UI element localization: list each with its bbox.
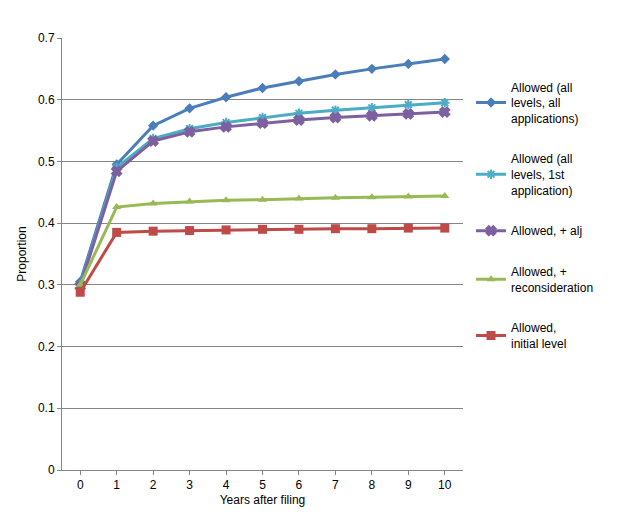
svg-text:9: 9 <box>405 478 412 492</box>
svg-text:Proportion: Proportion <box>15 226 29 281</box>
svg-text:Allowed,initial level: Allowed,initial level <box>511 321 566 351</box>
svg-text:6: 6 <box>296 478 303 492</box>
svg-text:0.2: 0.2 <box>38 340 55 354</box>
svg-text:0: 0 <box>48 463 55 477</box>
svg-text:Allowed (alllevels, allapplica: Allowed (alllevels, allapplications) <box>511 81 578 126</box>
svg-text:3: 3 <box>186 478 193 492</box>
svg-text:Allowed, + alj: Allowed, + alj <box>511 224 582 238</box>
svg-text:0.5: 0.5 <box>38 155 55 169</box>
svg-text:0.1: 0.1 <box>38 401 55 415</box>
svg-text:10: 10 <box>438 478 452 492</box>
svg-text:4: 4 <box>223 478 230 492</box>
svg-text:Allowed (alllevels, 1stapplica: Allowed (alllevels, 1stapplication) <box>511 152 572 197</box>
svg-text:0.3: 0.3 <box>38 278 55 292</box>
svg-text:0.7: 0.7 <box>38 31 55 45</box>
svg-text:5: 5 <box>259 478 266 492</box>
svg-text:7: 7 <box>332 478 339 492</box>
svg-text:0: 0 <box>77 478 84 492</box>
svg-text:1: 1 <box>113 478 120 492</box>
svg-text:Allowed, +reconsideration: Allowed, +reconsideration <box>511 265 593 295</box>
svg-text:Years after filing: Years after filing <box>220 493 306 507</box>
svg-text:8: 8 <box>369 478 376 492</box>
svg-text:0.6: 0.6 <box>38 93 55 107</box>
svg-text:0.4: 0.4 <box>38 216 55 230</box>
svg-text:2: 2 <box>150 478 157 492</box>
